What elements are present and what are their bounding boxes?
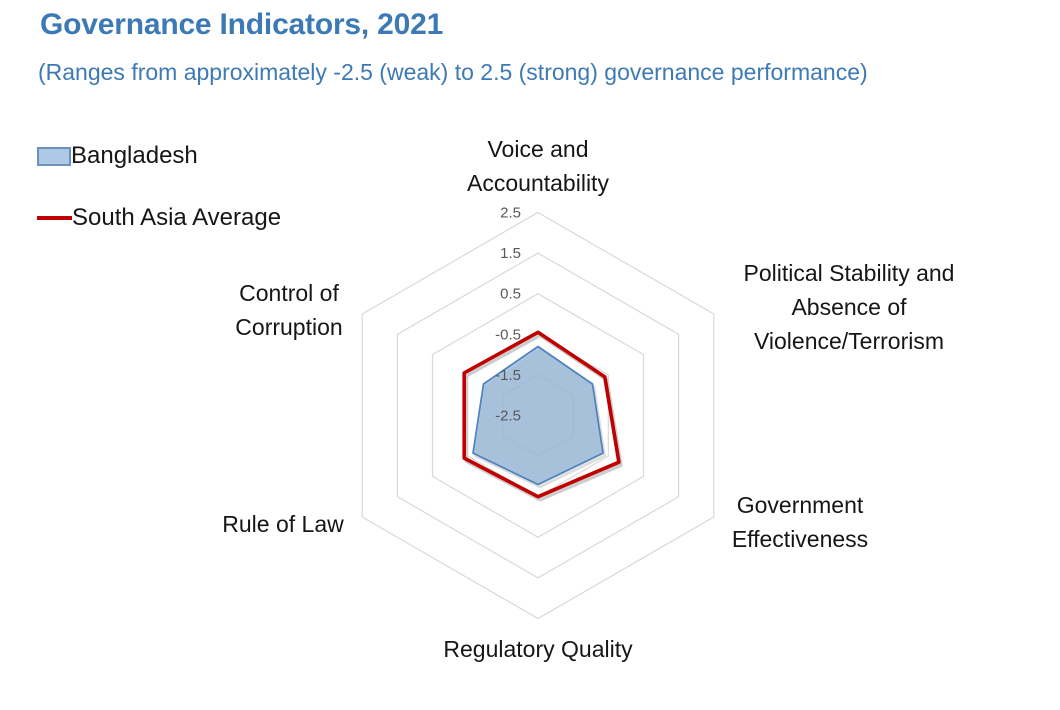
axis-label-regulatory-quality: Regulatory Quality [443,636,633,662]
page-subtitle: (Ranges from approximately -2.5 (weak) t… [38,59,868,85]
radial-tick-label: -2.5 [495,408,521,425]
grid-ring [361,211,715,620]
axis-label-control-of-corruption: Control of Corruption [235,280,343,340]
grid-ring [396,252,680,579]
axis-label-government-effectiveness: Government Effectiveness [731,492,869,552]
radial-tick-label: -1.5 [495,367,521,384]
axis-label-political-stability: Political Stability and Absence of Viole… [743,260,955,354]
series-bangladesh-area [472,345,604,486]
radial-tick-label: 0.5 [500,286,521,303]
series-south-asia-average-line [462,330,621,499]
bangladesh-area-swatch-icon [37,146,71,166]
axis-label-rule-of-law: Rule of Law [222,511,344,537]
legend-label-south-asia-average: South Asia Average [72,204,282,231]
legend-item-bangladesh: Bangladesh [37,142,198,170]
radial-tick-label: 2.5 [500,205,521,222]
legend-label-bangladesh: Bangladesh [71,142,198,169]
legend-item-south-asia-average: South Asia Average [37,204,281,232]
radial-tick-label: 1.5 [500,245,521,262]
grid-ring [431,293,645,538]
radial-tick-label: -0.5 [495,326,521,343]
south-asia-line-swatch-icon [37,216,72,220]
axis-label-voice-accountability: Voice and Accountability [467,136,609,196]
page-title: Governance Indicators, 2021 [40,8,444,41]
